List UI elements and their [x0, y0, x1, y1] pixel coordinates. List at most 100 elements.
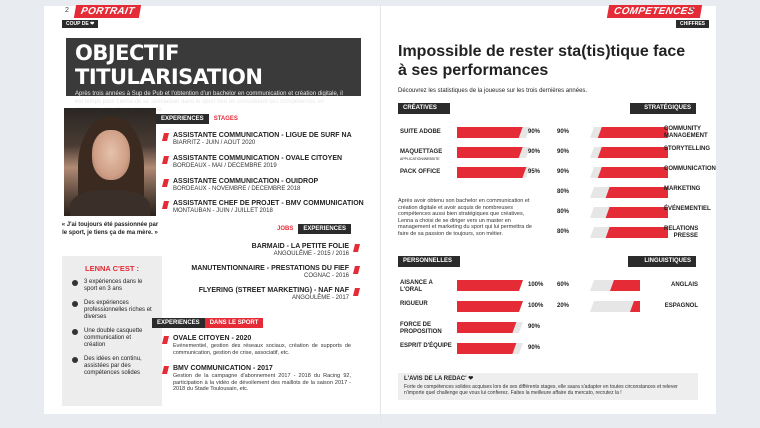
- redac-box: L'AVIS DE LA REDAC' ❤ Forte de compétenc…: [398, 373, 698, 400]
- redac-title: L'AVIS DE LA REDAC' ❤: [404, 376, 474, 382]
- job-title: FLYERING (STREET MARKETING) - NAF NAF: [198, 287, 349, 294]
- job-subtitle: COGNAC - 2016: [303, 273, 349, 279]
- skill-label: ESPRIT D'ÉQUIPE: [400, 343, 452, 349]
- stage-title: ASSISTANTE COMMUNICATION - OVALE CITOYEN: [173, 155, 343, 162]
- stage-title: ASSISTANTE COMMUNICATION - LIGUE DE SURF…: [173, 132, 352, 139]
- stages-tag-red: STAGES: [213, 116, 238, 122]
- chiffres-tag: CHIFFRES: [676, 20, 709, 28]
- skill-label: PACK OFFICE: [400, 169, 441, 175]
- bar-fill: [605, 187, 668, 198]
- skill-bar: [590, 127, 668, 138]
- photo-shoulders: [70, 190, 150, 216]
- skill-percent: 60%: [557, 282, 570, 288]
- stage-subtitle: BORDEAUX - MAI / DECEMBRE 2019: [173, 163, 277, 169]
- skill-label: SUITE ADOBE: [400, 129, 441, 135]
- left-page-number: 2: [65, 7, 69, 14]
- bar-fill: [457, 301, 523, 312]
- strategiques-header: STRATÉGIQUES: [630, 103, 696, 114]
- skill-sublabel: APPLICATION/WEBSITE: [400, 156, 440, 161]
- stage-subtitle: BIARRITZ - JUIN / AOUT 2020: [173, 140, 256, 146]
- skill-percent: 100%: [528, 303, 544, 309]
- skill-bar: [590, 147, 668, 158]
- stage-title: ASSISTANTE COMMUNICATION - OUIDROP: [173, 178, 319, 185]
- lenna-point: Une double casquette communication et cr…: [70, 328, 154, 349]
- sport-tag-red: DANS LE SPORT: [204, 318, 264, 328]
- skill-percent: 90%: [528, 324, 541, 330]
- portrait-photo: [64, 108, 156, 216]
- bachelor-paragraph: Après avoir obtenu son bachelor en commu…: [398, 198, 532, 237]
- bar-fill: [457, 127, 523, 138]
- sport-title: BMV COMMUNICATION - 2017: [173, 365, 273, 372]
- photo-face: [92, 130, 130, 180]
- skill-percent: 100%: [528, 282, 544, 288]
- skill-percent: 90%: [528, 129, 541, 135]
- stages-tag-dark: EXPERIENCES: [156, 114, 209, 124]
- skill-percent: 80%: [557, 209, 570, 215]
- job-item: FLYERING (STREET MARKETING) - NAF NAF AN…: [185, 286, 349, 302]
- section-title-competences: COMPETENCES: [606, 5, 702, 18]
- job-title: MANUTENTIONNAIRE - PRESTATIONS DU FIEF: [191, 265, 349, 272]
- skill-label: RIGUEUR: [400, 301, 428, 307]
- job-title: BARMAID - LA PETITE FOLIE: [251, 243, 349, 250]
- skill-label: COMMUNICATION: [664, 166, 716, 172]
- skill-bar: [457, 127, 530, 138]
- bar-fill: [457, 167, 527, 178]
- right-page-title: Impossible de rester sta(tis)tique face …: [398, 43, 686, 79]
- lenna-summary-list: 3 expériences dans le sport en 3 ans Des…: [62, 273, 162, 377]
- lenna-summary-box: LENNA C'EST : 3 expériences dans le spor…: [62, 256, 162, 406]
- skill-percent: 90%: [557, 129, 570, 135]
- skill-label: RELATIONS PRESSE: [664, 226, 699, 239]
- skill-percent: 80%: [557, 229, 570, 235]
- skill-bar: [590, 207, 668, 218]
- bar-fill: [457, 343, 517, 354]
- skill-label: FORCE DE PROPOSITION: [400, 322, 442, 335]
- stage-item: ASSISTANTE COMMUNICATION - OUIDROP BORDE…: [173, 177, 318, 193]
- skill-percent: 80%: [557, 189, 570, 195]
- sport-tag-dark: EXPERIENCES: [152, 318, 205, 328]
- sport-item: OVALE CITOYEN - 2020 Evénementiel, gesti…: [173, 334, 351, 356]
- spread-divider: [380, 6, 381, 422]
- bar-fill: [597, 167, 668, 178]
- skill-label: STORYTELLING: [664, 146, 711, 152]
- skill-label: ANGLAIS: [671, 282, 698, 288]
- pull-quote: « J'ai toujours été passionnée par le sp…: [61, 222, 159, 236]
- linguistiques-header: LINGUISTIQUES: [628, 256, 696, 267]
- job-item: BARMAID - LA PETITE FOLIE ANGOULÊME - 20…: [195, 242, 349, 258]
- lenna-point: Des idées en continu, assistées par des …: [70, 356, 154, 377]
- creatives-header: CRÉATIVES: [398, 103, 450, 114]
- bar-fill: [610, 280, 640, 291]
- stage-item: ASSISTANTE COMMUNICATION - OVALE CITOYEN…: [173, 154, 342, 170]
- skill-bar: [457, 322, 523, 333]
- stages-tag: EXPERIENCES STAGES: [156, 114, 243, 124]
- skill-bar: [457, 343, 523, 354]
- skill-percent: 90%: [557, 149, 570, 155]
- skill-bar: [457, 147, 530, 158]
- skill-bar: [590, 227, 668, 238]
- bar-fill: [457, 322, 517, 333]
- sport-item: BMV COMMUNICATION - 2017 Gestion de la c…: [173, 364, 351, 393]
- skill-label: MARKETING: [664, 186, 701, 192]
- skill-bar: [457, 280, 523, 291]
- coup-de-coeur-tag: COUP DE ❤: [62, 20, 99, 28]
- bar-fill: [630, 301, 640, 312]
- skill-percent: 95%: [528, 169, 541, 175]
- bar-fill: [597, 147, 668, 158]
- skill-bar: [457, 167, 530, 178]
- hero-banner: OBJECTIF TITULARISATION Après trois anné…: [66, 38, 361, 113]
- skill-percent: 90%: [528, 149, 541, 155]
- bar-fill: [605, 207, 668, 218]
- skill-label: AISANCE A L'ORAL: [400, 280, 433, 293]
- bar-track: [590, 301, 640, 312]
- right-page-number: 3: [690, 7, 694, 14]
- section-title-portrait: PORTRAIT: [73, 5, 142, 18]
- jobs-tag: JOBS EXPERIENCES: [272, 224, 352, 234]
- job-item: MANUTENTIONNAIRE - PRESTATIONS DU FIEF C…: [185, 264, 349, 280]
- stage-item: ASSISTANTE CHEF DE PROJET - BMV COMMUNIC…: [173, 199, 364, 215]
- skill-bar: [590, 187, 668, 198]
- skill-bar: [590, 167, 668, 178]
- stage-item: ASSISTANTE COMMUNICATION - LIGUE DE SURF…: [173, 131, 352, 147]
- stage-subtitle: BORDEAUX - NOVEMBRE / DECEMBRE 2018: [173, 186, 301, 192]
- lenna-point: Des expériences professionnelles riches …: [70, 300, 154, 321]
- skill-label: ESPAGNOL: [664, 303, 698, 309]
- skill-bar: [590, 301, 640, 312]
